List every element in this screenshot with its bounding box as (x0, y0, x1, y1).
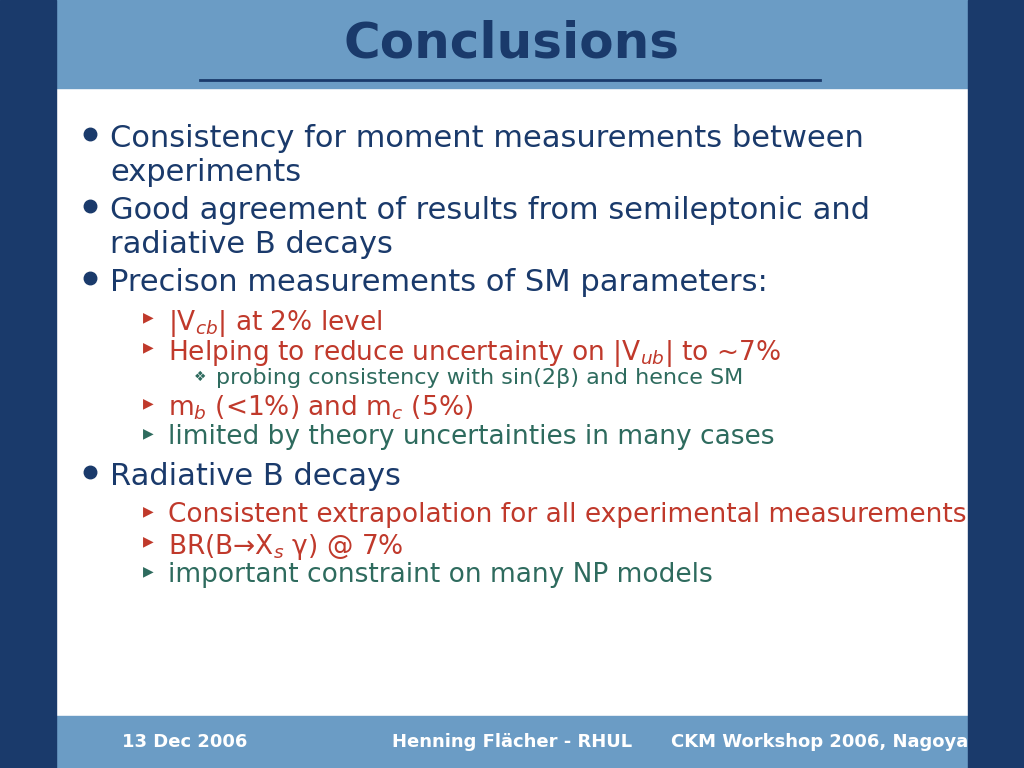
Text: Consistency for moment measurements between
experiments: Consistency for moment measurements betw… (110, 124, 864, 187)
Text: Radiative B decays: Radiative B decays (110, 462, 400, 491)
Text: ❖: ❖ (194, 370, 206, 384)
Text: |V$_{cb}$| at 2% level: |V$_{cb}$| at 2% level (168, 308, 382, 339)
Text: limited by theory uncertainties in many cases: limited by theory uncertainties in many … (168, 424, 774, 450)
Text: important constraint on many NP models: important constraint on many NP models (168, 562, 713, 588)
Text: ▶: ▶ (142, 534, 154, 548)
Text: ▶: ▶ (142, 340, 154, 354)
Text: m$_b$ (<1%) and m$_c$ (5%): m$_b$ (<1%) and m$_c$ (5%) (168, 394, 473, 422)
Text: Precison measurements of SM parameters:: Precison measurements of SM parameters: (110, 268, 768, 297)
Text: ▶: ▶ (142, 504, 154, 518)
Text: 13 Dec 2006: 13 Dec 2006 (122, 733, 248, 751)
Text: Henning Flächer - RHUL: Henning Flächer - RHUL (392, 733, 632, 751)
Bar (0, 0, 56, 768)
Text: CKM Workshop 2006, Nagoya: CKM Workshop 2006, Nagoya (672, 733, 969, 751)
Text: BR(B→X$_s$ γ) @ 7%: BR(B→X$_s$ γ) @ 7% (168, 532, 403, 562)
Text: probing consistency with sin(2β) and hence SM: probing consistency with sin(2β) and hen… (216, 368, 743, 388)
Text: ▶: ▶ (142, 396, 154, 410)
Bar (0, 716, 1024, 768)
Bar (968, 0, 1024, 768)
Text: Consistent extrapolation for all experimental measurements: Consistent extrapolation for all experim… (168, 502, 967, 528)
Text: Good agreement of results from semileptonic and
radiative B decays: Good agreement of results from semilepto… (110, 196, 870, 259)
Text: Conclusions: Conclusions (344, 20, 680, 68)
Text: ▶: ▶ (142, 310, 154, 324)
Bar (0, 0, 1024, 88)
Text: Helping to reduce uncertainty on |V$_{ub}$| to ~7%: Helping to reduce uncertainty on |V$_{ub… (168, 338, 781, 369)
Text: ▶: ▶ (142, 564, 154, 578)
Text: ▶: ▶ (142, 426, 154, 440)
